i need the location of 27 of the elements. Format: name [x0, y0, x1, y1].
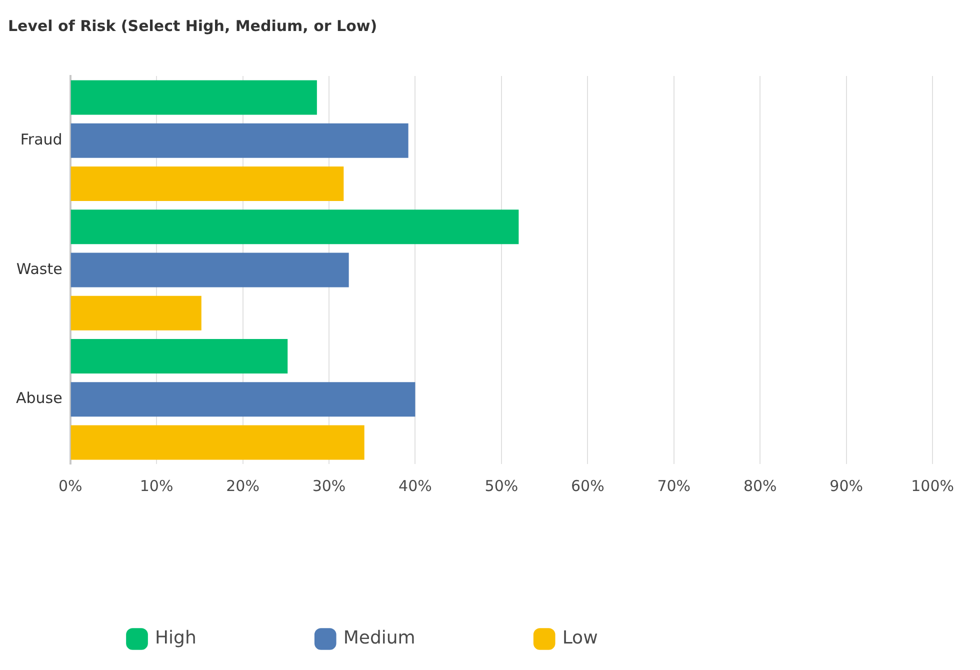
bar [70, 382, 416, 417]
legend-label: Medium [343, 628, 416, 649]
y-tick-label: Abuse [16, 389, 62, 408]
x-tick-label: 40% [398, 476, 432, 495]
x-tick-label: 80% [743, 476, 777, 495]
bar [70, 296, 202, 330]
x-tick-label: 20% [226, 476, 260, 495]
x-tick-label: 0% [58, 476, 82, 495]
bar [70, 123, 408, 158]
x-tick-label: 100% [911, 476, 954, 495]
x-tick-label: 30% [312, 476, 346, 495]
chart-title: Level of Risk (Select High, Medium, or Low) [8, 16, 378, 35]
x-tick-label: 60% [570, 476, 604, 495]
x-tick-label: 10% [140, 476, 174, 495]
bar [70, 338, 288, 374]
bar [70, 210, 519, 244]
legend-label: Low [562, 628, 598, 649]
x-tick-label: 70% [657, 476, 691, 495]
x-tick-label: 90% [830, 476, 864, 495]
legend-label: High [155, 628, 196, 649]
bar [70, 166, 344, 202]
y-tick-label: Waste [16, 260, 62, 278]
bar [70, 80, 317, 115]
bar [70, 425, 364, 460]
x-tick-label: 50% [484, 476, 518, 495]
y-tick-label: Fraud [20, 130, 62, 149]
bar [70, 252, 349, 288]
